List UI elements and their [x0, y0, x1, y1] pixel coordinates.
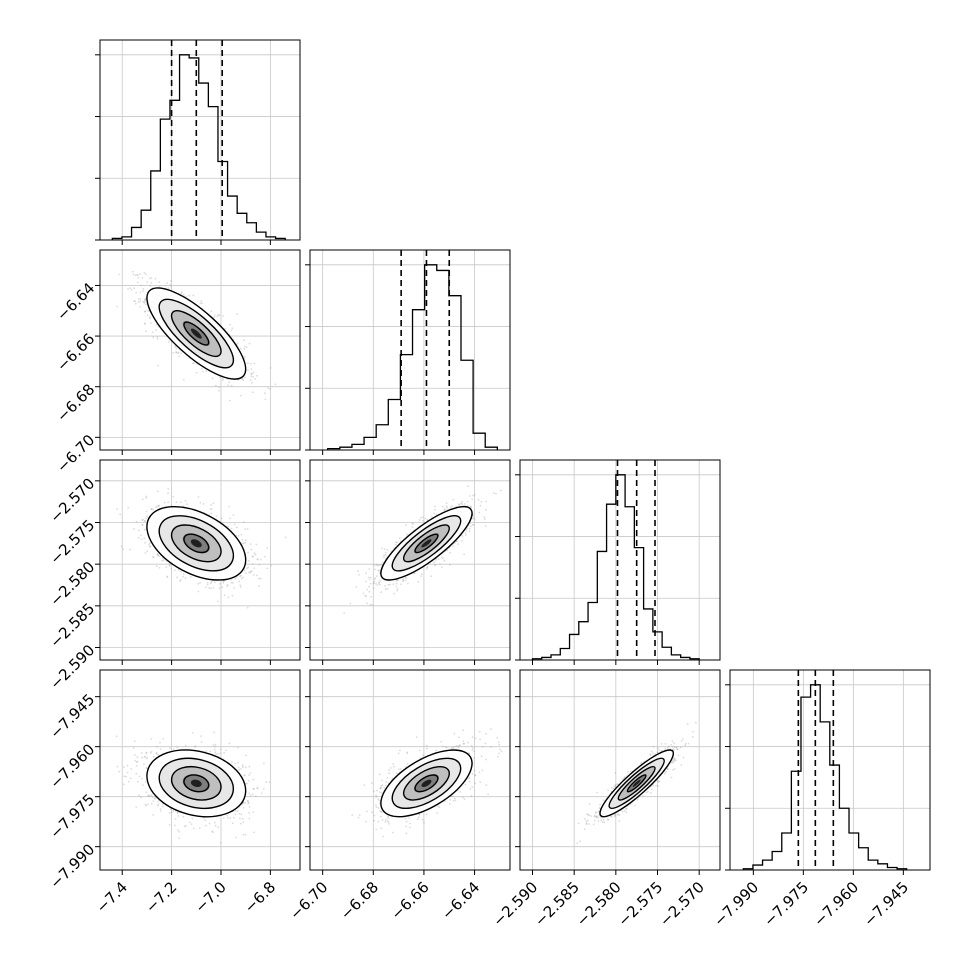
contour-3	[146, 505, 247, 581]
contour-3	[380, 749, 473, 818]
histogram-0	[111, 54, 286, 240]
y-tick-label: −7.960	[46, 740, 98, 792]
x-tick-label: −2.590	[489, 878, 541, 930]
y-tick-label: −6.68	[53, 380, 98, 425]
contour-0	[183, 533, 210, 554]
contour-0	[414, 774, 439, 793]
panel-3-3: −7.990−7.975−7.960−7.945	[710, 669, 931, 930]
contour-1	[170, 765, 222, 801]
panel-frame	[309, 669, 511, 871]
x-tick-label: −6.64	[438, 878, 483, 923]
panel-1-1	[305, 249, 511, 455]
panel-content	[343, 485, 502, 614]
contour-2	[158, 757, 235, 810]
x-tick-label: −2.570	[656, 878, 708, 930]
x-tick-label: −7.0	[191, 878, 229, 916]
y-tick-label: −6.66	[53, 330, 98, 375]
density-level-4	[421, 539, 432, 548]
histogram-2	[531, 474, 700, 660]
panel-frame	[309, 249, 511, 451]
x-tick-label: −2.580	[573, 878, 625, 930]
contour-0	[183, 321, 210, 346]
density-level-4	[632, 779, 641, 787]
contour-2	[608, 757, 665, 810]
panel-2-0: −2.590−2.585−2.580−2.575−2.570	[46, 459, 301, 693]
panel-frame	[99, 669, 301, 871]
contour-3	[146, 287, 247, 380]
contour-3	[380, 505, 473, 581]
panel-frame	[729, 669, 931, 871]
contour-2	[391, 757, 462, 810]
panel-frame	[99, 459, 301, 661]
contour-2	[391, 515, 462, 572]
panel-2-1	[305, 459, 511, 665]
x-tick-label: −2.575	[614, 878, 666, 930]
y-tick-label: −2.575	[46, 516, 98, 568]
contour-2	[158, 298, 235, 369]
y-tick-label: −6.70	[53, 431, 98, 476]
x-tick-label: −7.4	[93, 878, 131, 916]
panel-0-0	[95, 39, 301, 245]
contour-1	[402, 765, 450, 801]
y-tick-label: −7.975	[46, 790, 98, 842]
x-tick-label: −7.990	[710, 878, 762, 930]
contour-1	[402, 524, 450, 563]
contour-0	[183, 774, 210, 793]
contour-1	[617, 765, 656, 801]
panel-3-1: −6.70 −6.68 −6.66 −6.64	[286, 669, 511, 923]
x-tick-label: −7.960	[810, 878, 862, 930]
density-level-4	[190, 328, 202, 339]
contour-3	[599, 749, 675, 818]
y-tick-label: −2.590	[46, 641, 98, 693]
density-level-4	[190, 779, 202, 787]
y-tick-label: −2.570	[46, 474, 98, 526]
panel-3-0: −7.990−7.975−7.960−7.945 −7.4 −7.2 −7.0 −6.8	[46, 669, 301, 917]
panel-frame	[99, 39, 301, 241]
y-tick-label: −2.580	[46, 558, 98, 610]
histogram-1	[327, 264, 498, 450]
y-tick-label: −7.945	[46, 690, 98, 742]
contour-1	[170, 524, 222, 563]
contour-0	[414, 533, 439, 554]
x-tick-label: −7.945	[860, 878, 912, 930]
panel-content	[351, 728, 503, 838]
panel-content	[115, 731, 271, 844]
y-tick-label: −7.990	[46, 840, 98, 892]
x-tick-label: −6.66	[388, 878, 433, 923]
density-level-4	[190, 539, 202, 548]
histogram-3	[742, 684, 908, 870]
contour-0	[626, 774, 647, 793]
x-tick-label: −6.68	[337, 878, 382, 923]
panel-frame	[519, 459, 721, 661]
x-tick-label: −6.8	[241, 878, 279, 916]
panel-frame	[99, 249, 301, 451]
x-tick-label: −2.585	[531, 878, 583, 930]
panel-1-0: −6.70 −6.68 −6.66 −6.64	[53, 249, 301, 476]
panel-frame	[519, 669, 721, 871]
y-tick-label: −2.585	[46, 599, 98, 651]
panel-content	[116, 270, 277, 402]
panel-frame	[309, 459, 511, 661]
panel-content	[576, 721, 697, 844]
panel-3-2: −2.590−2.585−2.580−2.575−2.570	[489, 669, 721, 930]
y-tick-label: −6.64	[53, 279, 98, 324]
panel-content	[116, 488, 287, 609]
x-tick-label: −7.2	[142, 878, 180, 916]
contour-2	[158, 515, 235, 572]
x-tick-label: −7.975	[760, 878, 812, 930]
panel-2-2	[515, 459, 721, 665]
contour-3	[146, 749, 247, 818]
density-level-4	[421, 779, 432, 788]
x-tick-label: −6.70	[286, 878, 331, 923]
contour-1	[170, 310, 222, 358]
